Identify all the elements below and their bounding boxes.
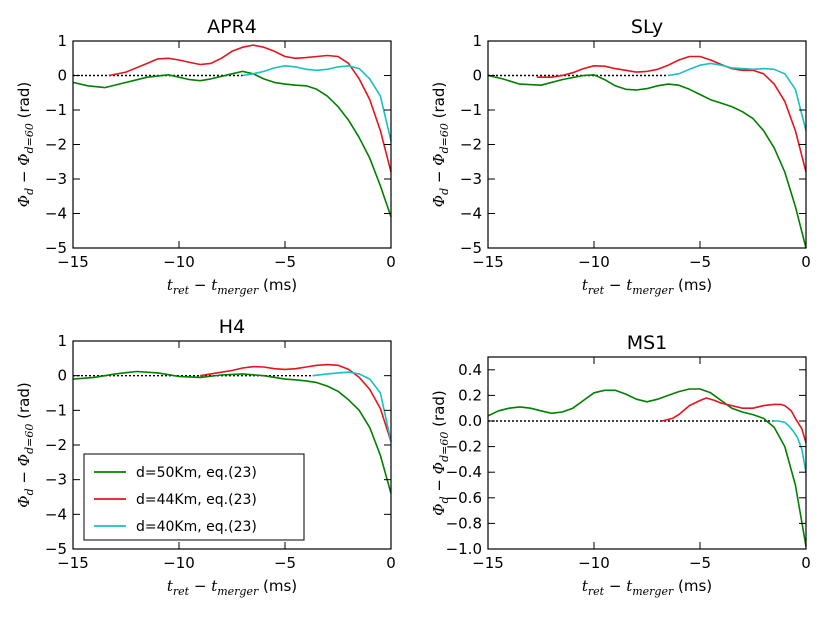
x-tick-label: −5 bbox=[689, 253, 711, 271]
series-d44-sly bbox=[536, 55, 807, 173]
x-tick-label: −15 bbox=[57, 554, 89, 572]
y-tick-label: −5 bbox=[45, 540, 67, 558]
y-tick-label: −0.4 bbox=[446, 463, 482, 481]
x-tick-label: −15 bbox=[472, 253, 504, 271]
x-tick-label: 0 bbox=[386, 253, 396, 271]
x-axis-label: tret − tmerger (ms) bbox=[582, 577, 712, 598]
x-tick-label: 0 bbox=[801, 253, 811, 271]
panel-sly: −15 −10 −5 0 1 0 −1 −2 −3 −4 −5 SLy tret − tmerger (… bbox=[430, 16, 811, 297]
y-axis-label: Φd − Φd=60 (rad) bbox=[15, 82, 36, 207]
y-tick-label: −5 bbox=[460, 239, 482, 257]
x-axis-label: tret − tmerger (ms) bbox=[167, 577, 297, 598]
axes-frame-ms1 bbox=[487, 356, 807, 550]
y-tick-label: 0.0 bbox=[458, 412, 482, 430]
y-tick-label: −1 bbox=[460, 101, 482, 119]
series-d40-h4 bbox=[312, 371, 392, 442]
y-tick-label: −1 bbox=[45, 401, 67, 419]
y-tick-label: −1 bbox=[45, 101, 67, 119]
series-d40-ms1 bbox=[772, 420, 807, 473]
x-tick-label: −5 bbox=[274, 253, 296, 271]
x-axis-label: tret − tmerger (ms) bbox=[167, 276, 297, 297]
series-d40-apr4 bbox=[242, 65, 392, 142]
y-tick-label: 1 bbox=[57, 32, 67, 50]
series-d50-apr4 bbox=[72, 70, 392, 218]
y-tick-label: −0.6 bbox=[446, 489, 482, 507]
x-tick-label: −15 bbox=[57, 253, 89, 271]
y-tick-label: 0.2 bbox=[458, 386, 482, 404]
y-tick-label: −2 bbox=[460, 136, 482, 154]
y-tick-label: 1 bbox=[472, 32, 482, 50]
legend-label-d50: d=50Km, eq.(23) bbox=[136, 465, 257, 481]
y-tick-label: −4 bbox=[45, 505, 67, 523]
series-d50-sly bbox=[487, 74, 807, 249]
y-tick-label: −2 bbox=[45, 136, 67, 154]
y-tick-label: −2 bbox=[45, 436, 67, 454]
y-axis-label: Φd − Φd=60 (rad) bbox=[15, 382, 36, 507]
y-tick-label: 0 bbox=[57, 67, 67, 85]
series-d50-ms1 bbox=[487, 388, 807, 547]
series-d44-ms1 bbox=[661, 397, 807, 444]
series-d40-sly bbox=[668, 62, 807, 131]
panel-apr4: −15 −10 −5 0 1 0 −1 −2 −3 −4 −5 APR4 tret − tmerger … bbox=[15, 16, 396, 297]
y-tick-label: −4 bbox=[460, 205, 482, 223]
panel-title: H4 bbox=[219, 316, 245, 338]
panel-title: SLy bbox=[631, 16, 663, 38]
panel-title: APR4 bbox=[207, 16, 257, 38]
y-axis-label: Φd − Φd=60 (rad) bbox=[430, 390, 451, 515]
legend-label-d44: d=44Km, eq.(23) bbox=[136, 492, 257, 508]
y-tick-label: −3 bbox=[45, 170, 67, 188]
panel-h4: −15 −10 −5 0 1 0 −1 −2 −3 −4 −5 H4 tret − tmerger (m… bbox=[15, 316, 396, 598]
series-d44-h4 bbox=[200, 363, 392, 442]
x-tick-label: −15 bbox=[472, 554, 504, 572]
legend-label-d40: d=40Km, eq.(23) bbox=[136, 519, 257, 535]
y-axis-label: Φd − Φd=60 (rad) bbox=[430, 82, 451, 207]
x-tick-label: −10 bbox=[163, 554, 195, 572]
x-tick-label: −5 bbox=[689, 554, 711, 572]
series-d44-apr4 bbox=[108, 44, 392, 173]
panel-title: MS1 bbox=[627, 332, 668, 354]
y-tick-label: −1.0 bbox=[446, 540, 482, 558]
x-tick-label: −5 bbox=[274, 554, 296, 572]
x-axis-label: tret − tmerger (ms) bbox=[582, 276, 712, 297]
y-tick-label: 0.4 bbox=[458, 361, 482, 379]
y-tick-label: 0 bbox=[57, 367, 67, 385]
x-tick-label: −10 bbox=[163, 253, 195, 271]
axes-frame-apr4 bbox=[72, 40, 392, 249]
y-tick-label: 1 bbox=[57, 332, 67, 350]
y-tick-label: −4 bbox=[45, 205, 67, 223]
x-tick-label: −10 bbox=[578, 253, 610, 271]
y-tick-label: 0 bbox=[472, 67, 482, 85]
legend: d=50Km, eq.(23) d=44Km, eq.(23) d=40Km, eq… bbox=[83, 453, 305, 541]
y-tick-label: −3 bbox=[45, 471, 67, 489]
y-tick-label: −5 bbox=[45, 239, 67, 257]
series-d50-h4 bbox=[72, 370, 392, 494]
x-tick-label: 0 bbox=[801, 554, 811, 572]
x-tick-label: 0 bbox=[386, 554, 396, 572]
y-tick-label: −0.2 bbox=[446, 438, 482, 456]
y-tick-label: −0.8 bbox=[446, 514, 482, 532]
y-tick-label: −3 bbox=[460, 170, 482, 188]
panel-ms1: −15 −10 −5 0 0.4 0.2 0.0 −0.2 −0.4 −0.6 −0.8 −1.0 MS… bbox=[430, 332, 811, 598]
x-tick-label: −10 bbox=[578, 554, 610, 572]
